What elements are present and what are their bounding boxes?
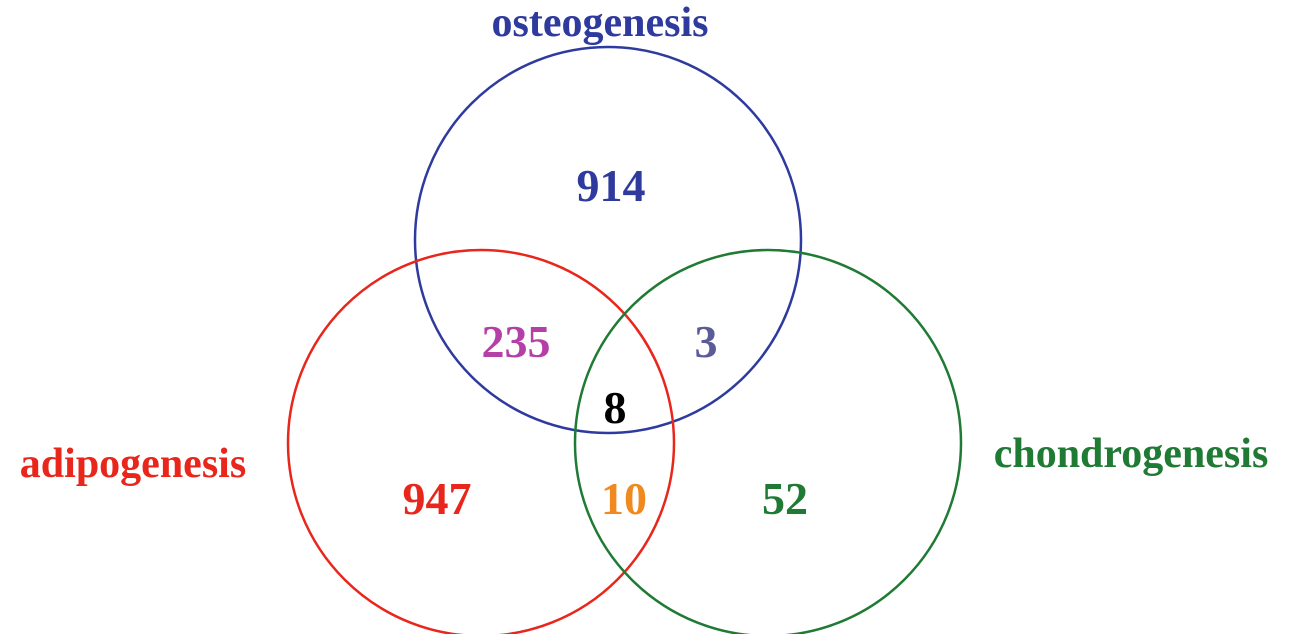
osteogenesis-label: osteogenesis	[492, 0, 709, 46]
osteo-adipo-count: 235	[482, 316, 551, 367]
adipo-chondro-count: 10	[601, 473, 647, 524]
chondro-only-count: 52	[762, 473, 808, 524]
adipogenesis-circle	[286, 248, 676, 634]
adipogenesis-label: adipogenesis	[20, 441, 246, 487]
osteo-chondro-count: 3	[695, 316, 718, 367]
chondrogenesis-circle	[573, 248, 963, 634]
all-three-count: 8	[604, 382, 627, 433]
osteo-only-count: 914	[577, 160, 646, 211]
chondrogenesis-label: chondrogenesis	[994, 431, 1269, 477]
adipo-only-count: 947	[403, 473, 472, 524]
osteogenesis-circle	[413, 45, 803, 435]
